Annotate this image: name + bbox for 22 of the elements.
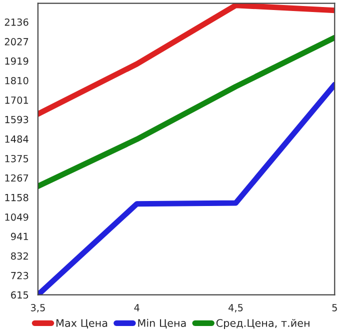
y-tick-label: 2136: [4, 18, 28, 26]
y-tick-label: 1919: [5, 57, 28, 65]
y-tick-label: 615: [11, 291, 28, 299]
legend-label: Max Цена: [56, 319, 108, 328]
x-tick-label: 4,5: [228, 304, 243, 312]
legend-label: Сред.Цена, т.йен: [216, 318, 310, 329]
y-tick-label: 1593: [5, 116, 28, 124]
legend-label: Min Цена: [138, 318, 186, 328]
x-tick-label: 3,5: [30, 304, 45, 312]
y-tick-label: 1267: [5, 174, 28, 182]
y-tick-label: 1810: [5, 76, 28, 84]
y-tick-label: 1484: [5, 135, 28, 143]
y-tick-label: 1701: [5, 96, 28, 104]
y-tick-label: 723: [11, 272, 28, 280]
x-tick-label: 5: [332, 304, 337, 312]
y-tick-label: 1049: [5, 213, 28, 221]
y-tick-label: 1158: [5, 194, 28, 202]
y-tick-label: 2027: [4, 38, 28, 46]
x-tick-label: 4: [134, 304, 140, 312]
y-tick-label: 1375: [5, 154, 28, 162]
y-tick-label: 941: [10, 232, 28, 240]
y-tick-label: 832: [11, 252, 28, 260]
